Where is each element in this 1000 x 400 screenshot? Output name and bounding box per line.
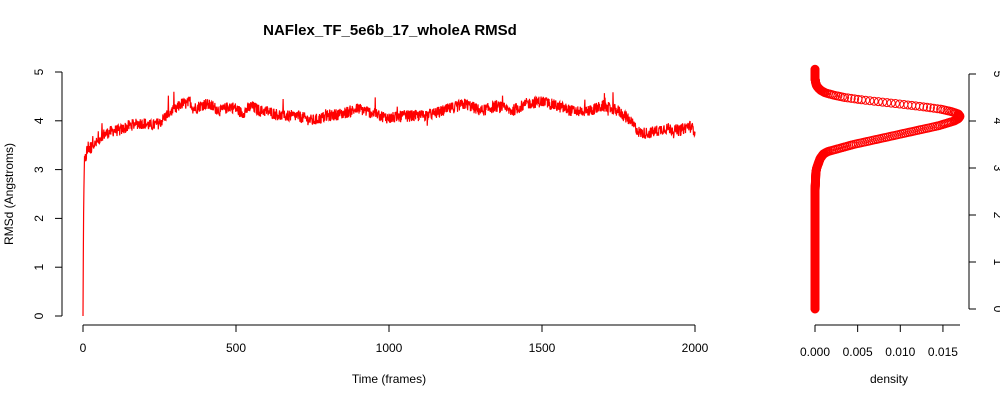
density-x-tick-label: 0.000 [800, 345, 830, 359]
density-x-ticks: 0.000 0.005 0.010 0.015 [800, 325, 958, 359]
x-ticks: 0 500 1000 1500 2000 [80, 325, 709, 355]
x-axis-label: Time (frames) [352, 372, 426, 386]
y-tick-label: 5 [32, 68, 46, 75]
density-point [925, 103, 935, 113]
density-y-tick-label: 5 [991, 71, 1000, 78]
density-y-tick-label: 1 [991, 259, 1000, 266]
x-tick-label: 0 [80, 341, 87, 355]
density-point [929, 103, 939, 113]
density-y-tick-label: 3 [991, 165, 1000, 172]
y-tick-label: 2 [32, 215, 46, 222]
x-tick-label: 1500 [529, 341, 556, 355]
density-point [850, 94, 860, 104]
y-tick-label: 4 [32, 117, 46, 124]
density-point [856, 95, 866, 105]
density-point [882, 98, 892, 108]
density-x-tick-label: 0.005 [843, 345, 873, 359]
y-ticks: 0 1 2 3 4 5 [32, 68, 62, 319]
x-tick-label: 2000 [682, 341, 709, 355]
density-plot: 0.000 0.005 0.010 0.015 0 1 2 3 4 5 density [800, 64, 1000, 386]
density-point [853, 94, 863, 104]
y-tick-label: 0 [32, 312, 46, 319]
density-y-ticks: 0 1 2 3 4 5 [969, 71, 1000, 313]
density-point [869, 96, 879, 106]
density-point [886, 98, 896, 108]
density-point [899, 99, 909, 109]
density-point [878, 97, 888, 107]
density-y-tick-label: 4 [991, 118, 1000, 125]
density-point [890, 99, 900, 109]
y-tick-label: 3 [32, 166, 46, 173]
density-x-tick-label: 0.015 [928, 345, 958, 359]
density-point [846, 93, 856, 103]
density-point [936, 104, 946, 114]
rmsd-line [82, 91, 696, 317]
density-point [932, 104, 942, 114]
density-point [810, 64, 820, 74]
x-tick-label: 1000 [376, 341, 403, 355]
density-point [895, 99, 905, 109]
chart-title: NAFlex_TF_5e6b_17_wholeA RMSd [263, 22, 517, 39]
density-x-axis-label: density [870, 372, 908, 386]
density-y-tick-label: 0 [991, 306, 1000, 313]
density-points [810, 64, 965, 314]
rmsd-series [82, 91, 696, 317]
y-tick-label: 1 [32, 264, 46, 271]
y-axis-label: RMSd (Angstroms) [2, 143, 16, 245]
main-plot: 0 500 1000 1500 2000 0 1 2 3 4 5 Time (frames) RM… [2, 68, 709, 386]
density-point [922, 102, 932, 112]
density-y-tick-label: 2 [991, 212, 1000, 219]
density-x-tick-label: 0.010 [885, 345, 915, 359]
density-point [873, 97, 883, 107]
x-tick-label: 500 [226, 341, 246, 355]
